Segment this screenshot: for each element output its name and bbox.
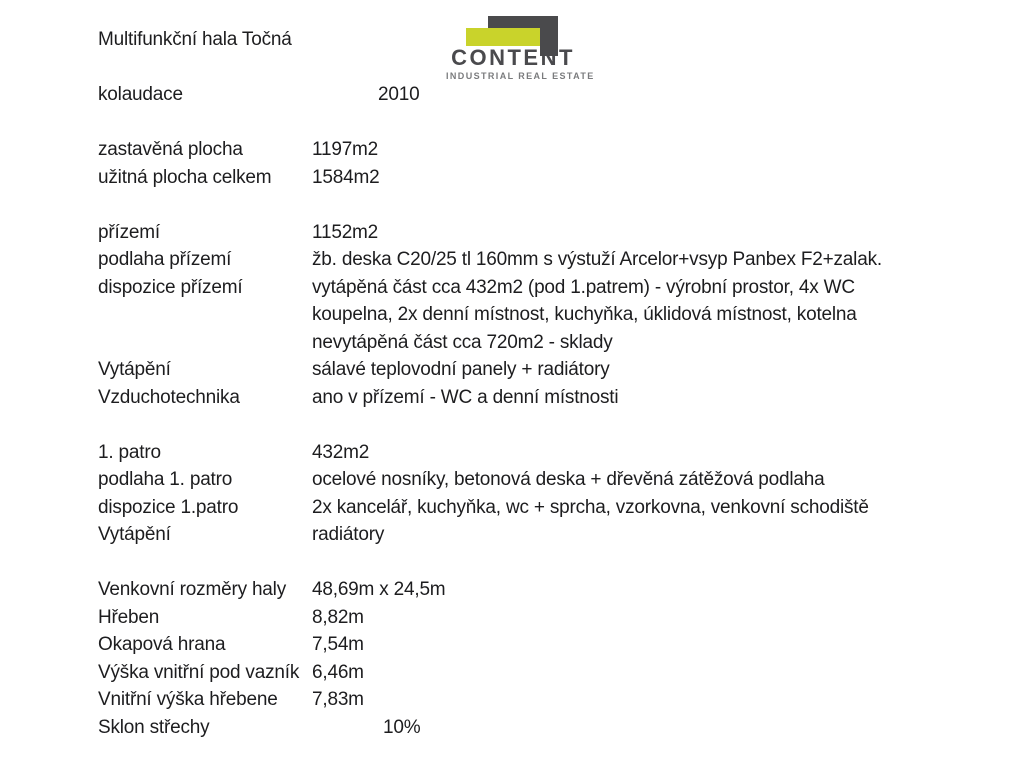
spec-row-podlaha-prizemi: podlaha přízemí žb. deska C20/25 tl 160m… [98,246,1024,274]
spec-value: radiátory [312,524,385,545]
page-title: Multifunkční hala Točná [98,29,292,50]
spec-row-sklon-strechy: Sklon střechy 10% [98,714,1024,742]
section-prizemi: přízemí 1152m2 podlaha přízemí žb. deska… [98,219,1024,412]
spec-row-zastavena-plocha: zastavěná plocha 1197m2 [98,136,1024,164]
logo-tagline: INDUSTRIAL REAL ESTATE [446,71,595,81]
spec-value-line: vytápěná část cca 432m2 (pod 1.patrem) -… [312,276,855,298]
spec-value: 1152m2 [312,221,379,243]
spec-row-hreben: Hřeben 8,82m [98,604,1024,632]
spec-label: Okapová hrana [98,634,226,655]
spec-label: Výška vnitřní pod vazník [98,661,300,683]
spec-row-vytapeni-prizemi: Vytápění sálavé teplovodní panely + radi… [98,356,1024,384]
logo-wordmark: CONTENT [451,45,575,70]
spec-row-dispozice-1-patro: dispozice 1.patro 2x kancelář, kuchyňka,… [98,494,1024,522]
spec-label: kolaudace [98,84,183,105]
spec-label: dispozice přízemí [98,276,243,298]
spec-value: 10% [383,716,421,738]
spec-label: Sklon střechy [98,716,210,738]
spec-row-prizemi: přízemí 1152m2 [98,219,1024,247]
spec-label: 1. patro [98,441,161,463]
spec-row-vnitrni-vyska-hrebene: Vnitřní výška hřebene 7,83m [98,686,1024,714]
spec-value-line: nevytápěná část cca 720m2 - sklady [312,331,613,353]
spec-value: 432m2 [312,441,370,463]
spec-value: 7,83m [312,689,364,710]
spec-row-kolaudace: kolaudace 2010 [98,81,1024,109]
logo-dark-leg-icon [540,16,558,56]
spec-value: 8,82m [312,606,364,628]
spec-value: 48,69m x 24,5m [312,579,446,600]
spec-value: ocelové nosníky, betonová deska + dřevěn… [312,469,825,490]
spec-label: Hřeben [98,606,160,628]
spec-label: Vnitřní výška hřebene [98,689,278,710]
spec-row-vyska-pod-vaznik: Výška vnitřní pod vazník 6,46m [98,659,1024,687]
spec-row-vzduchotechnika: Vzduchotechnika ano v přízemí - WC a den… [98,384,1024,412]
spec-row-podlaha-1-patro: podlaha 1. patro ocelové nosníky, betono… [98,466,1024,494]
spec-value: 1197m2 [312,139,379,160]
spec-value: žb. deska C20/25 tl 160mm s výstuží Arce… [312,249,882,270]
spec-label: užitná plocha celkem [98,166,272,188]
spec-row-okapova-hrana: Okapová hrana 7,54m [98,631,1024,659]
spec-value: sálavé teplovodní panely + radiátory [312,359,610,380]
spec-row-uzitna-plocha: užitná plocha celkem 1584m2 [98,164,1024,192]
section-plochy: zastavěná plocha 1197m2 užitná plocha ce… [98,136,1024,191]
spec-row-1-patro: 1. patro 432m2 [98,439,1024,467]
spec-label: zastavěná plocha [98,139,243,160]
spec-label: Vytápění [98,524,171,545]
spec-label: Vytápění [98,359,171,380]
spec-row-vytapeni-patro: Vytápění radiátory [98,521,1024,549]
spec-label: přízemí [98,221,160,243]
section-rozmery: Venkovní rozměry haly 48,69m x 24,5m Hře… [98,576,1024,741]
spec-value-multiline: vytápěná část cca 432m2 (pod 1.patrem) -… [312,274,1024,357]
spec-value: 6,46m [312,661,364,683]
spec-row-dispozice-prizemi: dispozice přízemí vytápěná část cca 432m… [98,274,1024,357]
spec-value: ano v přízemí - WC a denní místnosti [312,386,619,408]
spec-value: 2010 [378,84,420,105]
section-patro: 1. patro 432m2 podlaha 1. patro ocelové … [98,439,1024,549]
spec-value: 2x kancelář, kuchyňka, wc + sprcha, vzor… [312,496,869,518]
spec-row-venkovni-rozmery: Venkovní rozměry haly 48,69m x 24,5m [98,576,1024,604]
spec-label: dispozice 1.patro [98,496,239,518]
spec-label: Venkovní rozměry haly [98,579,286,600]
spec-label: podlaha 1. patro [98,469,233,490]
spec-label: podlaha přízemí [98,249,232,270]
spec-value: 1584m2 [312,166,380,188]
spec-value: 7,54m [312,634,364,655]
logo-accent-rect-icon [466,28,540,46]
section-kolaudace: kolaudace 2010 [98,81,1024,109]
spec-value-line: koupelna, 2x denní místnost, kuchyňka, ú… [312,304,857,325]
content-logo: CONTENT INDUSTRIAL REAL ESTATE [446,10,595,84]
spec-label: Vzduchotechnika [98,386,240,408]
